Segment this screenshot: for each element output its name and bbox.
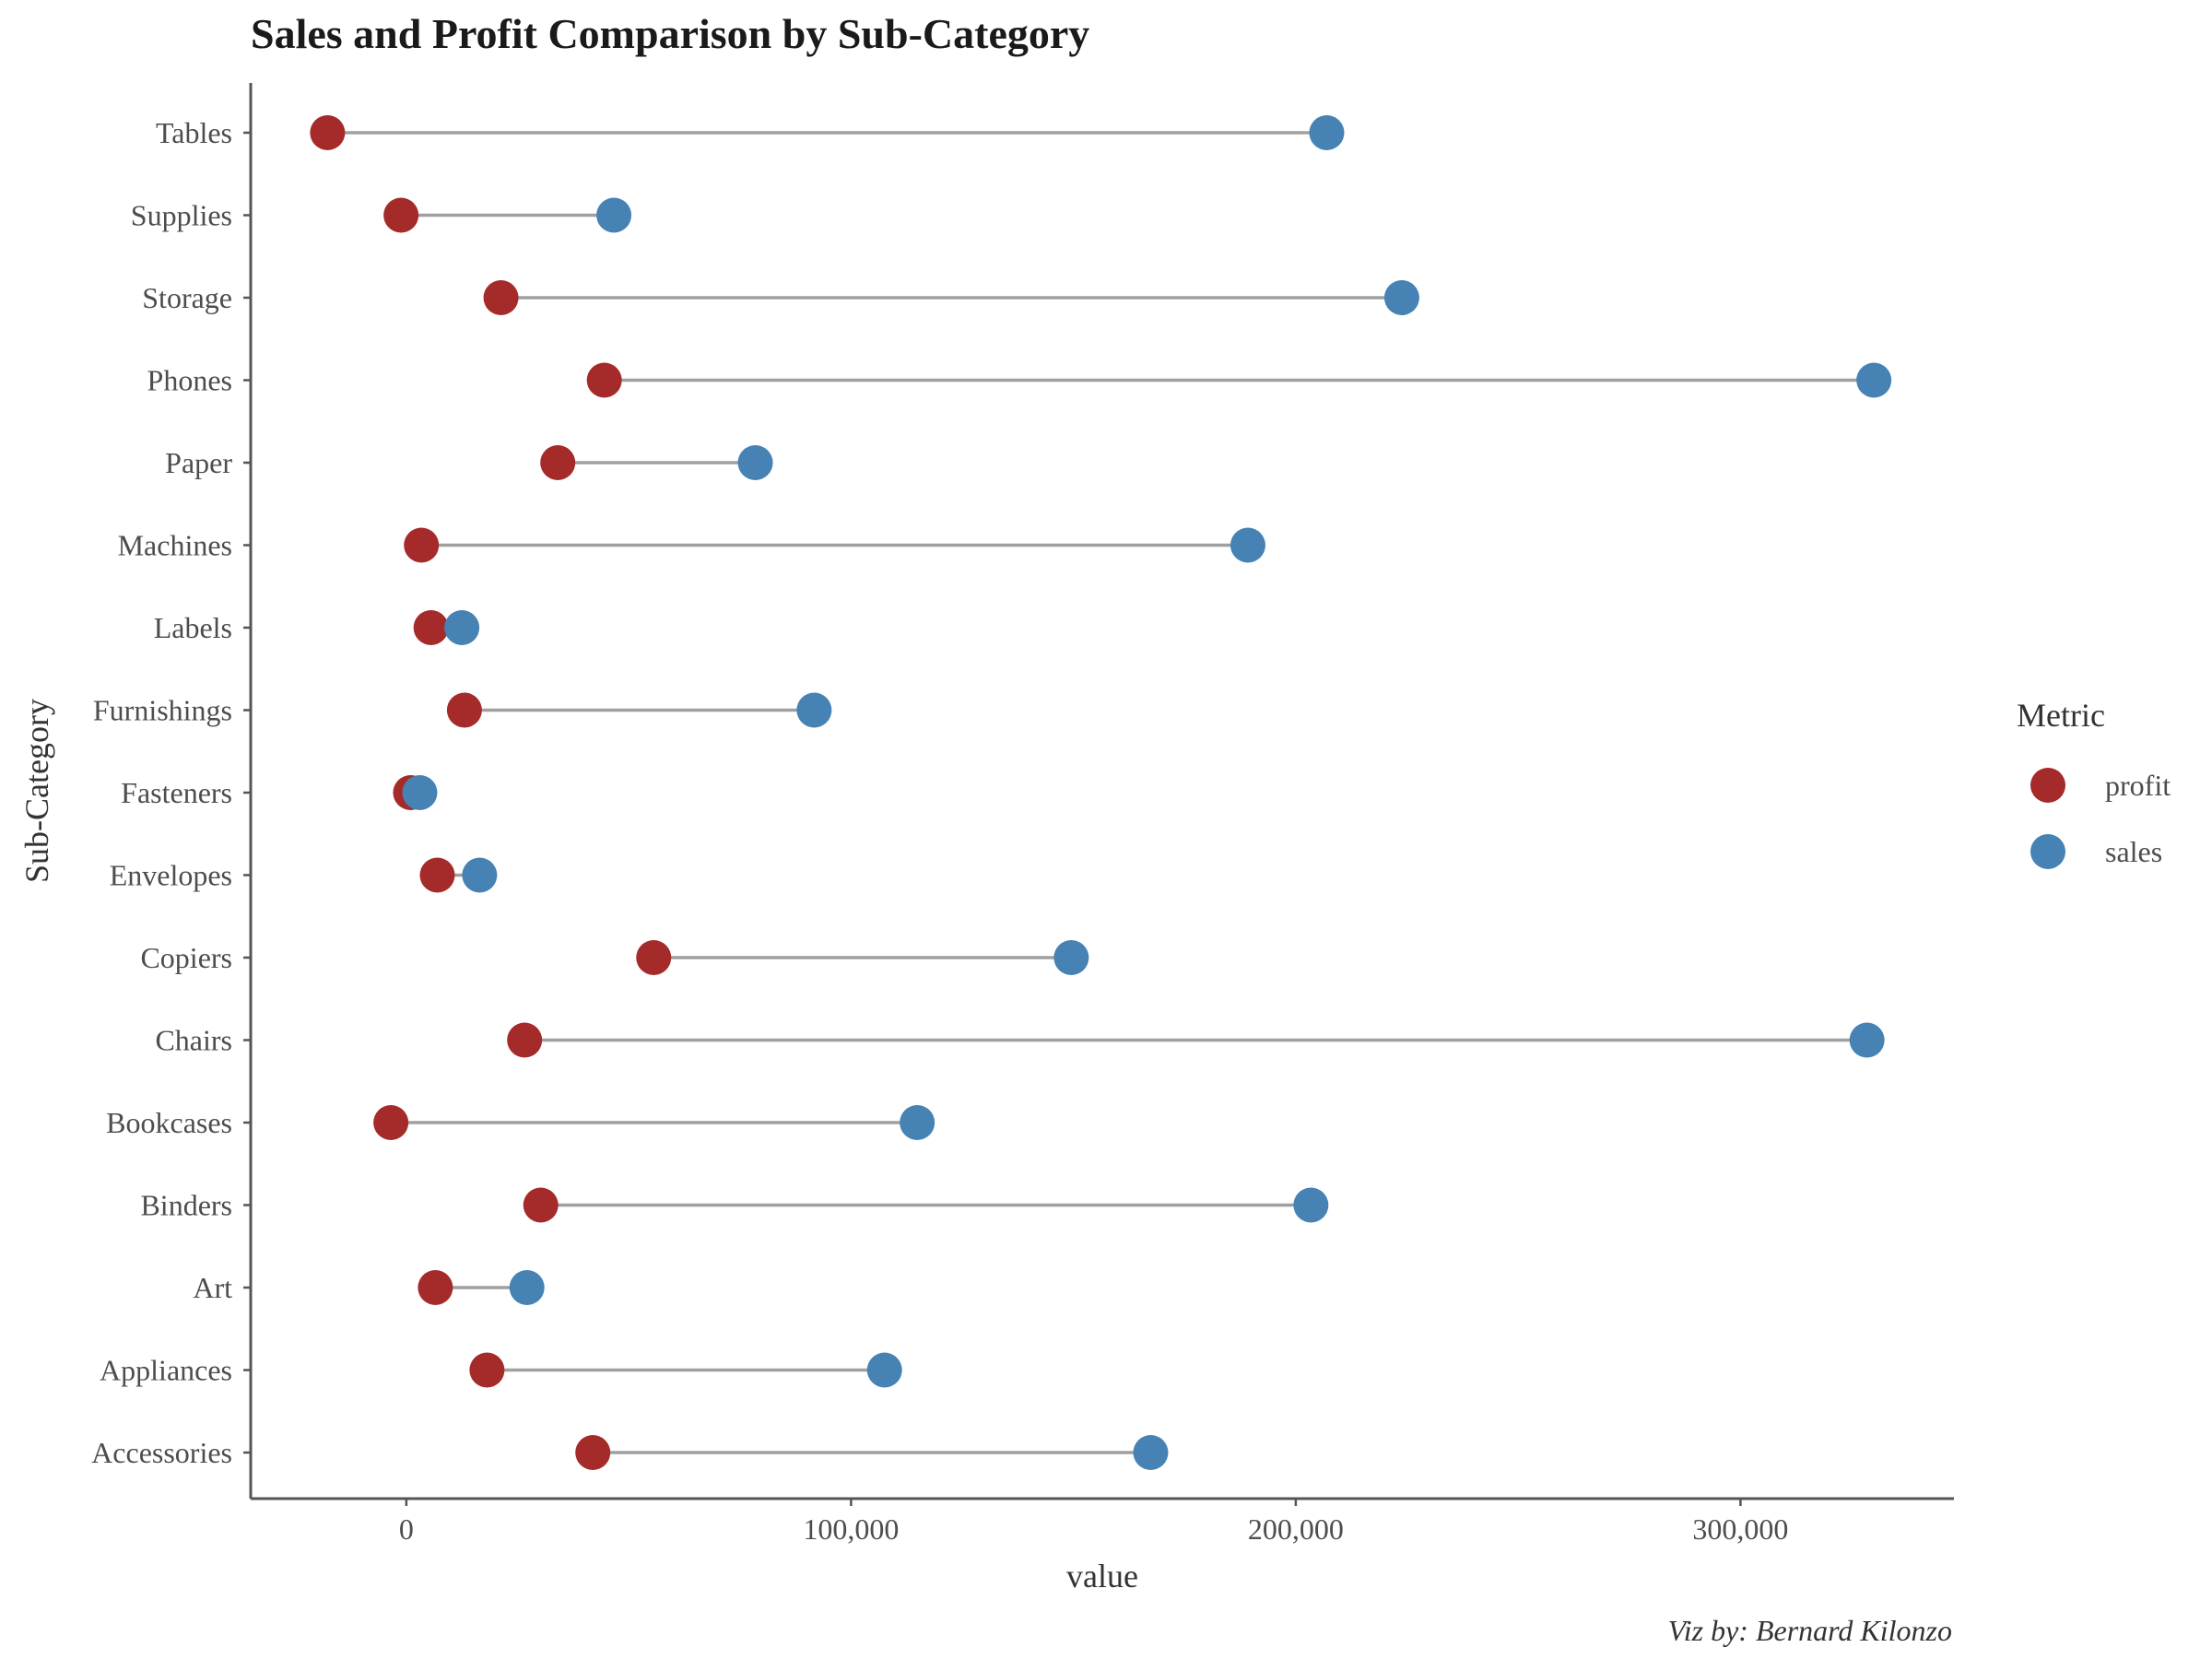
legend-key-sales xyxy=(2030,834,2065,869)
profit-point-furnishings xyxy=(446,692,482,728)
sales-point-appliances xyxy=(866,1352,902,1388)
x-axis-label: value xyxy=(1066,1558,1138,1594)
y-tick-label-labels: Labels xyxy=(154,611,232,644)
profit-point-paper xyxy=(540,445,576,480)
sales-point-envelopes xyxy=(462,857,498,893)
sales-point-storage xyxy=(1383,280,1419,315)
y-tick-label-tables: Tables xyxy=(156,116,232,149)
profit-point-bookcases xyxy=(373,1105,409,1140)
x-tick-label-200000: 200,000 xyxy=(1248,1512,1344,1546)
legend-items: profit sales xyxy=(2030,768,2171,869)
y-tick-label-phones: Phones xyxy=(147,364,232,397)
profit-point-binders xyxy=(523,1187,559,1223)
y-tick-label-binders: Binders xyxy=(140,1189,232,1222)
sales-point-labels xyxy=(444,610,480,645)
sales-point-fasteners xyxy=(402,775,438,810)
x-tick-label-300000: 300,000 xyxy=(1692,1512,1788,1546)
legend-key-profit xyxy=(2030,768,2065,803)
y-tick-label-supplies: Supplies xyxy=(131,199,232,232)
y-axis-label: Sub-Category xyxy=(18,699,55,883)
profit-point-art xyxy=(418,1270,453,1305)
sales-point-supplies xyxy=(596,197,632,233)
sales-point-bookcases xyxy=(900,1105,935,1140)
sales-point-paper xyxy=(737,445,773,480)
profit-point-copiers xyxy=(636,940,672,975)
sales-point-accessories xyxy=(1133,1435,1169,1470)
x-tick-label-0: 0 xyxy=(399,1512,414,1546)
caption: Viz by: Bernard Kilonzo xyxy=(1668,1614,1952,1647)
y-tick-label-accessories: Accessories xyxy=(91,1436,232,1469)
y-tick-label-envelopes: Envelopes xyxy=(110,859,232,892)
x-tick-label-100000: 100,000 xyxy=(803,1512,899,1546)
y-tick-label-copiers: Copiers xyxy=(140,941,232,974)
y-tick-label-art: Art xyxy=(193,1271,232,1304)
sales-point-copiers xyxy=(1053,940,1089,975)
profit-point-supplies xyxy=(383,197,419,233)
sales-point-art xyxy=(509,1270,545,1305)
x-axis-ticks: 0 100,000 200,000 300,000 xyxy=(399,1499,1788,1546)
y-tick-label-machines: Machines xyxy=(118,529,232,562)
profit-point-envelopes xyxy=(419,857,455,893)
dumbbell-segments xyxy=(327,131,1875,1454)
y-tick-label-chairs: Chairs xyxy=(155,1024,232,1057)
sales-point-machines xyxy=(1230,527,1265,563)
profit-point-phones xyxy=(586,362,622,398)
y-tick-label-bookcases: Bookcases xyxy=(106,1106,232,1139)
profit-point-tables xyxy=(310,115,346,150)
data-points xyxy=(310,115,1892,1470)
sales-point-tables xyxy=(1309,115,1345,150)
legend-title: Metric xyxy=(2017,697,2105,734)
sales-point-chairs xyxy=(1849,1022,1885,1058)
profit-point-accessories xyxy=(575,1435,611,1470)
chart-title: Sales and Profit Comparison by Sub-Categ… xyxy=(251,10,1089,57)
profit-point-appliances xyxy=(469,1352,505,1388)
sales-point-binders xyxy=(1293,1187,1329,1223)
legend-label-profit: profit xyxy=(2105,769,2171,802)
y-tick-label-furnishings: Furnishings xyxy=(93,694,232,727)
y-tick-label-paper: Paper xyxy=(165,446,232,479)
legend-label-sales: sales xyxy=(2105,835,2162,868)
sales-point-furnishings xyxy=(796,692,832,728)
profit-point-chairs xyxy=(507,1022,543,1058)
y-axis-ticks: Accessories Appliances Art Binders Bookcases… xyxy=(91,116,251,1469)
y-tick-label-storage: Storage xyxy=(142,281,232,314)
y-tick-label-appliances: Appliances xyxy=(100,1354,232,1387)
sales-point-phones xyxy=(1856,362,1892,398)
profit-point-machines xyxy=(404,527,440,563)
profit-point-labels xyxy=(413,610,449,645)
profit-point-storage xyxy=(483,280,519,315)
legend: Metric profit sales xyxy=(2017,697,2171,869)
y-tick-label-fasteners: Fasteners xyxy=(121,776,232,809)
